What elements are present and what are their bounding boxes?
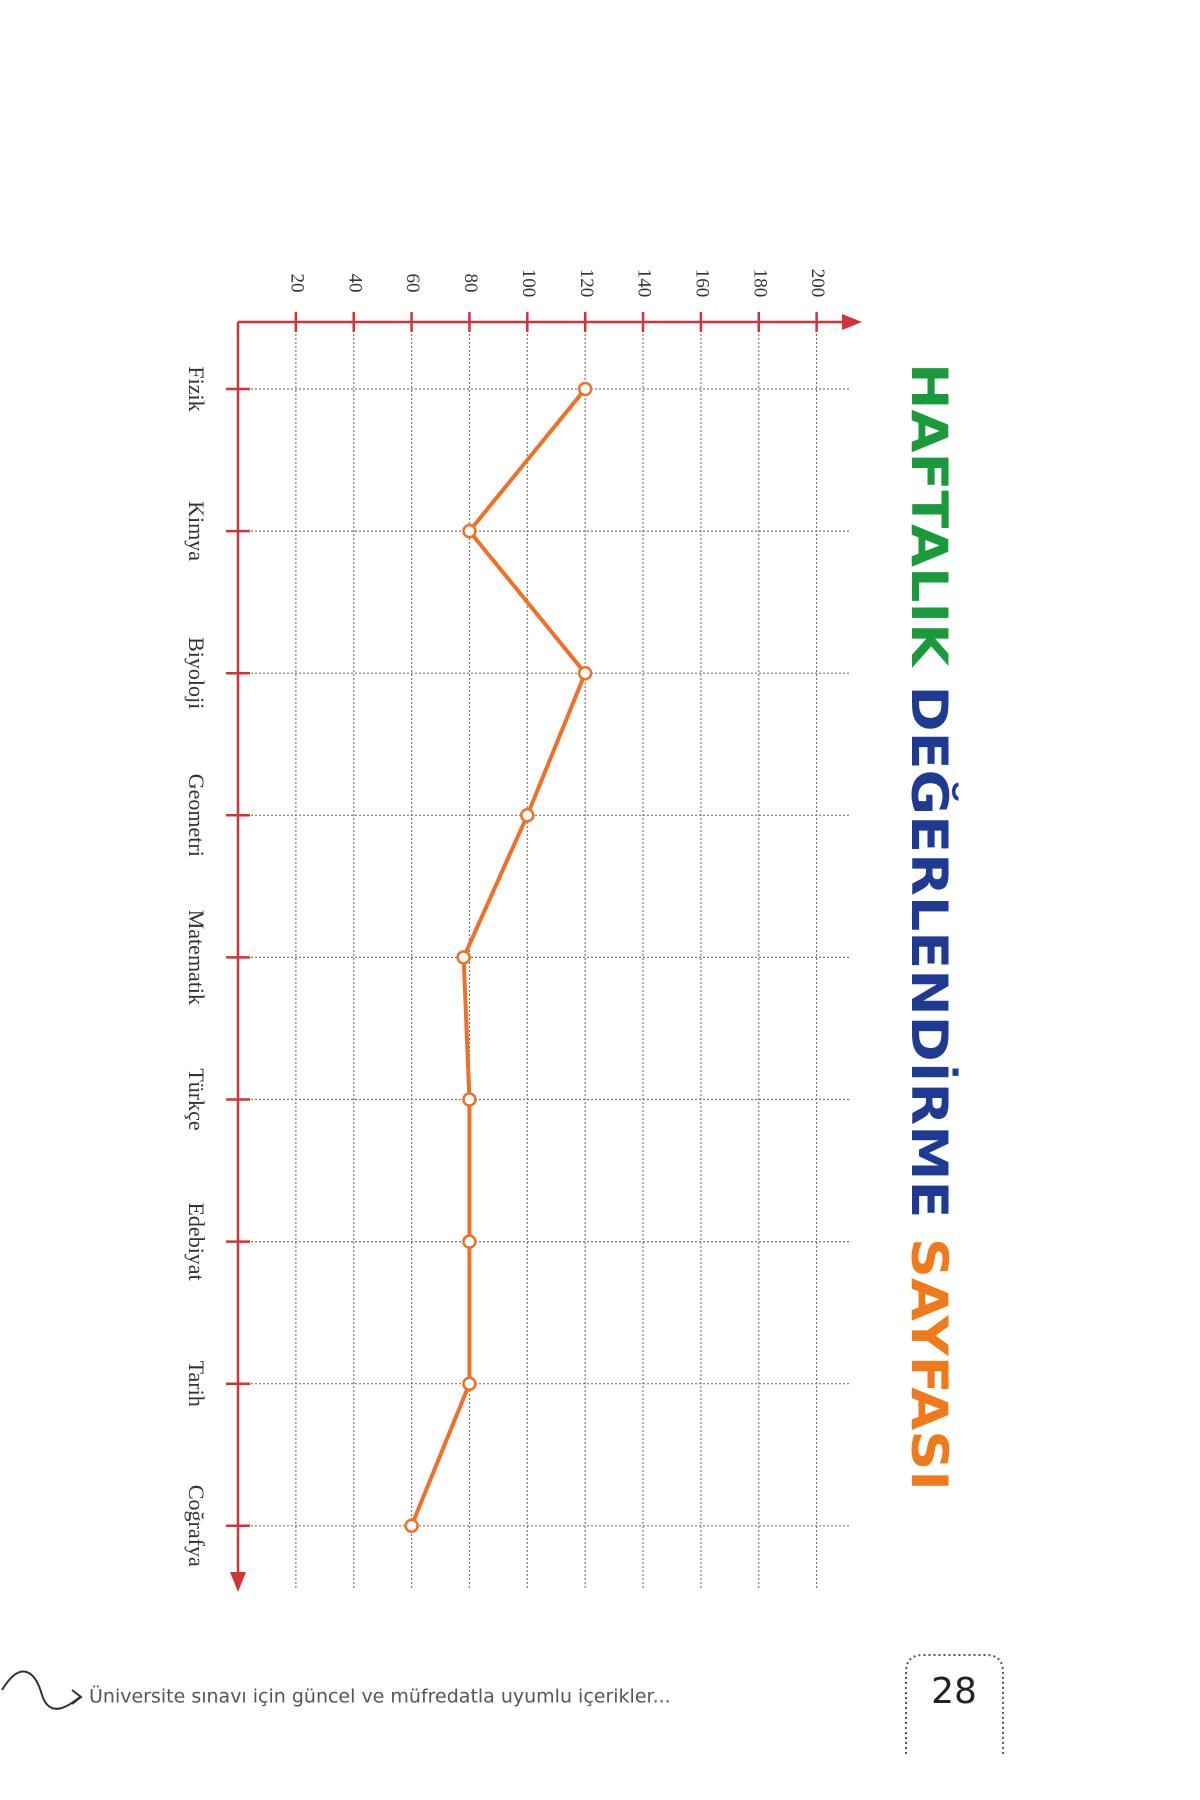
x-tick-label: 20 [287,274,308,293]
chart-title: HAFTALIK DEĞERLENDİRME SAYFASI [901,363,960,1491]
category-label: Tarih [184,1361,209,1407]
data-point [462,1234,477,1249]
category-label: Biyoloji [184,637,209,709]
footer-arrowhead [71,1689,83,1705]
x-tick-label: 200 [807,269,828,298]
x-tick-label: 60 [402,274,423,293]
footer-text: Üniversite sınavı için güncel ve müfreda… [89,1685,671,1708]
x-tick-label: 80 [460,274,481,293]
title-word: SAYFASI [901,1238,959,1491]
x-tick-label: 180 [749,269,770,298]
data-point [577,665,593,681]
x-axis-arrow [842,314,862,330]
footer-swirl [1,1670,81,1710]
y-axis-arrow [230,1572,246,1592]
page-box [905,1654,1004,1754]
x-tick-label: 140 [634,269,655,298]
category-label: Fizik [184,366,209,411]
x-tick-label: 120 [576,269,597,298]
x-tick-label: 40 [344,274,365,293]
category-label: Kimya [184,501,209,561]
data-point [577,381,593,397]
title-word: DEĞERLENDİRME [901,685,960,1218]
page-number: 28 [931,1671,977,1712]
data-point [462,1376,477,1391]
x-tick-label: 100 [518,269,539,298]
data-point [462,1092,477,1107]
x-tick-label: 160 [692,269,713,298]
category-label: Edebiyat [184,1202,209,1280]
data-point [404,1518,419,1534]
category-label: Geometri [184,774,209,857]
category-label: Coğrafya [184,1485,209,1567]
data-point [462,523,477,539]
category-label: Türkçe [184,1068,209,1130]
title-word: HAFTALIK [901,363,959,669]
category-label: Matematik [184,910,209,1005]
data-point [520,808,535,823]
data-point [456,950,471,965]
